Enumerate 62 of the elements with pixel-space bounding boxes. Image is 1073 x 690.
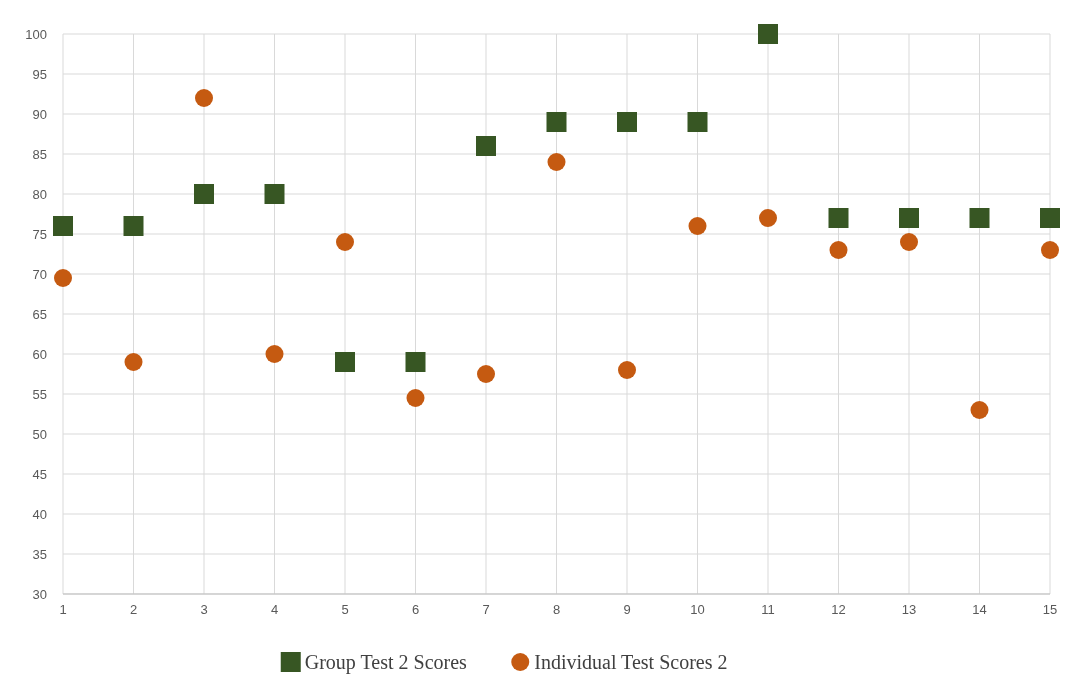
y-tick-label: 70 xyxy=(32,266,47,282)
legend-label: Group Test 2 Scores xyxy=(304,651,468,674)
point xyxy=(618,361,636,379)
y-tick-label: 50 xyxy=(32,426,47,442)
point xyxy=(969,208,990,228)
point xyxy=(124,353,143,371)
legend-label: Individual Test Scores 2 xyxy=(534,651,728,673)
point xyxy=(264,184,285,204)
x-tick-label: 3 xyxy=(200,602,208,617)
y-tick-label: 85 xyxy=(32,146,47,162)
point xyxy=(53,216,73,236)
point xyxy=(900,233,918,251)
point xyxy=(899,208,919,228)
point xyxy=(265,345,284,363)
x-tick-label: 9 xyxy=(623,602,631,617)
point xyxy=(1040,208,1060,228)
point xyxy=(547,153,566,171)
x-tick-label: 10 xyxy=(690,602,705,617)
x-tick-label: 12 xyxy=(831,602,846,617)
x-tick-label: 14 xyxy=(972,602,987,617)
x-tick-label: 1 xyxy=(59,602,67,617)
point xyxy=(546,112,567,132)
point xyxy=(195,89,213,107)
point xyxy=(829,241,848,259)
point xyxy=(54,269,72,287)
point xyxy=(759,209,777,227)
x-tick-label: 2 xyxy=(129,602,138,617)
point xyxy=(617,112,637,132)
point xyxy=(477,365,495,383)
x-tick-label: 4 xyxy=(270,602,279,617)
y-tick-label: 40 xyxy=(32,506,47,522)
point xyxy=(828,208,849,228)
x-tick-label: 6 xyxy=(411,602,420,617)
point xyxy=(405,352,426,372)
y-tick-label: 60 xyxy=(32,346,47,362)
point xyxy=(406,389,425,407)
y-tick-label: 80 xyxy=(32,186,47,202)
y-tick-label: 45 xyxy=(32,466,47,482)
x-tick-label: 8 xyxy=(552,602,561,617)
point xyxy=(336,233,354,251)
point xyxy=(970,401,989,419)
x-tick-label: 15 xyxy=(1042,602,1058,617)
y-tick-label: 65 xyxy=(32,306,47,322)
y-tick-label: 90 xyxy=(32,106,47,122)
y-tick-label: 95 xyxy=(32,66,47,82)
y-tick-label: 100 xyxy=(25,26,47,42)
x-tick-label: 5 xyxy=(341,602,349,617)
point xyxy=(688,217,707,235)
point xyxy=(123,216,144,236)
point xyxy=(687,112,708,132)
y-tick-label: 55 xyxy=(32,386,47,402)
x-tick-label: 7 xyxy=(482,602,490,617)
y-tick-label: 35 xyxy=(32,546,47,562)
y-tick-label: 75 xyxy=(32,226,47,242)
x-tick-label: 11 xyxy=(761,602,775,617)
point xyxy=(1041,241,1059,259)
x-tick-label: 13 xyxy=(901,602,917,617)
y-tick-label: 30 xyxy=(32,586,47,602)
point xyxy=(335,352,355,372)
point xyxy=(194,184,214,204)
point xyxy=(476,136,496,156)
point xyxy=(758,24,778,44)
